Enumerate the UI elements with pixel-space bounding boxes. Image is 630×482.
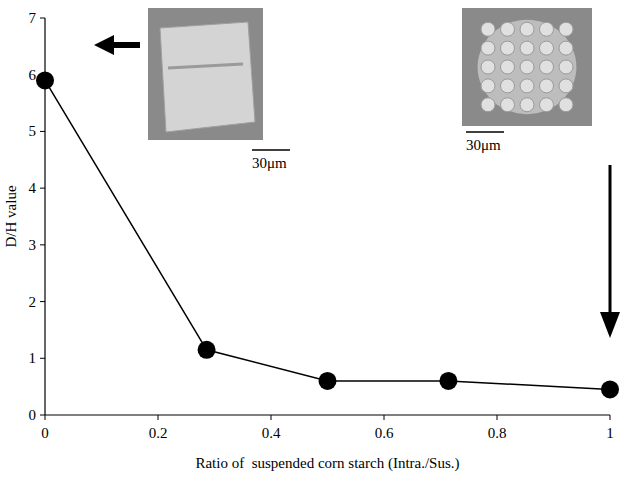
y-tick-label: 5 [29,123,37,139]
y-tick-label: 0 [29,407,37,423]
sem-granule [481,22,495,36]
y-tick [40,415,45,416]
sem-particle [160,22,255,132]
x-tick-label: 1 [606,425,614,441]
y-tick [40,131,45,132]
sem-granule [540,41,554,55]
sem-granule [540,22,554,36]
x-tick [497,415,498,420]
arrow-shaft [609,165,612,315]
x-tick [45,415,46,420]
x-tick [384,415,385,420]
y-tick-label: 6 [29,67,37,83]
y-tick [40,358,45,359]
x-axis-title: Ratio of suspended corn starch (Intra./S… [195,455,459,472]
data-marker [198,341,216,359]
x-tick-label: 0.6 [375,425,394,441]
sem-granule [540,60,554,74]
data-line [45,80,610,389]
sem-image [148,8,263,140]
sem-granule [501,98,515,112]
x-tick [271,415,272,420]
data-marker [601,380,619,398]
sem-granule [501,41,515,55]
y-tick-label: 1 [29,350,37,366]
scale-bar [252,149,290,151]
x-tick [610,415,611,420]
sem-granule [559,41,573,55]
sem-granule [520,98,534,112]
y-tick-label: 4 [29,180,37,196]
chart-svg: 0 1 2 3 4 5 6 7 0 0.2 0.4 0.6 0.8 1 Ratio of suspended… [0,0,630,482]
sem-granule [559,79,573,93]
sem-granule [501,22,515,36]
y-tick-label: 3 [29,237,37,253]
arrow-head [94,35,114,55]
sem-granule [520,60,534,74]
x-tick [158,415,159,420]
y-tick [40,301,45,302]
sem-granule [520,79,534,93]
sem-granule [540,79,554,93]
sem-granule [540,98,554,112]
sem-granule [559,22,573,36]
annotation: 30μm [466,137,501,153]
sem-particle [478,20,577,114]
data-group [36,71,619,398]
sem-granule [481,41,495,55]
sem-granule [559,60,573,74]
x-tick-label: 0.4 [262,425,281,441]
sem-granule [501,79,515,93]
x-tick-label: 0 [41,425,49,441]
x-tick-label: 0.8 [488,425,507,441]
y-tick-label: 7 [29,10,37,26]
sem-background [148,8,263,140]
sem-granule [481,98,495,112]
sem-granule [501,60,515,74]
y-tick [40,18,45,19]
x-axis-line [45,414,610,415]
annotation: 30μm [252,155,287,171]
arrow-head [600,312,620,338]
data-marker [439,372,457,390]
data-marker [36,71,54,89]
sem-crack [168,64,243,68]
data-marker [319,372,337,390]
sem-granule [559,98,573,112]
sem-background [462,8,592,126]
sem-granule [481,79,495,93]
sem-granule [520,41,534,55]
y-tick [40,188,45,189]
sem-granule [520,22,534,36]
y-axis-title: D/H value [3,185,19,247]
sem-image [462,8,592,126]
y-tick-label: 2 [29,294,37,310]
chart-container: 0 1 2 3 4 5 6 7 0 0.2 0.4 0.6 0.8 1 Ratio of suspended… [0,0,630,482]
y-tick [40,244,45,245]
x-tick-label: 0.2 [149,425,168,441]
sem-granule [481,60,495,74]
scale-bar [466,131,504,133]
arrow-shaft [110,42,140,48]
